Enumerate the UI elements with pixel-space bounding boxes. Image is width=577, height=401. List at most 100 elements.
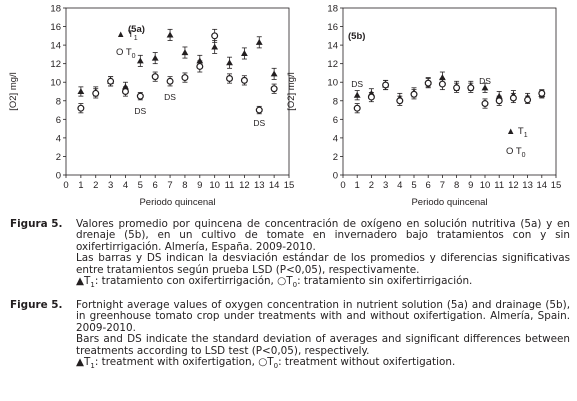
data-point-circle [367,93,375,101]
panel-label: (5a) [128,24,145,35]
data-point-triangle [196,57,204,64]
data-point-circle [438,80,446,88]
x-tick-label: 13 [522,180,533,191]
plot-frame [342,7,557,176]
y-axis-label: [O2] mg/l [8,72,19,111]
y-tick-label: 18 [327,4,338,15]
data-point-triangle [495,92,503,99]
data-point-circle [181,74,189,82]
y-tick-label: 14 [50,41,61,52]
data-point-circle [151,73,159,81]
y-tick-label: 4 [56,133,61,144]
data-point-circle [211,32,219,40]
data-point-circle [538,89,546,97]
x-tick-label: 11 [225,180,235,191]
x-tick-label: 9 [197,180,202,191]
x-tick-label: 8 [182,180,187,191]
x-tick-label: 4 [397,180,402,191]
y-tick-label: 16 [50,22,61,33]
data-point-circle [107,77,115,85]
caption-es-legend: ▲T1: tratamiento con oxifertirrigación, … [76,275,473,290]
data-point-triangle [270,70,278,77]
x-tick-label: 7 [440,180,445,191]
x-tick-label: 6 [153,180,158,191]
y-tick-label: 2 [56,152,61,163]
data-point-circle [196,62,204,70]
y-tick-label: 8 [333,96,338,107]
x-tick-label: 3 [383,180,388,191]
x-tick-label: 14 [537,180,548,191]
ds-annotation: DS [479,76,491,86]
x-tick-label: 3 [108,180,113,191]
y-tick-label: 16 [327,22,338,33]
legend: ▲ T1 O T0 [506,126,528,159]
ds-annotation: DS [351,79,363,89]
y-tick-label: 2 [333,152,338,163]
series-circle [77,28,278,115]
data-point-circle [353,104,361,112]
panel-label: (5b) [348,31,365,42]
y-tick-label: 10 [327,78,338,89]
caption-es-t1-symbol: ▲T [76,275,91,288]
x-tick-label: 2 [369,180,374,191]
legend-entry: O T0 [506,146,526,159]
ds-annotation: DS [253,118,265,128]
y-tick-label: 18 [50,4,61,15]
data-point-circle [396,97,404,105]
x-tick-label: 1 [78,180,83,191]
y-tick-label: 0 [56,171,61,182]
data-point-circle [453,84,461,92]
y-tick-label: 4 [333,133,338,144]
data-point-circle [270,85,278,93]
data-point-triangle [226,59,233,66]
x-tick-label: 13 [254,180,265,191]
caption-en-t0-symbol: ○T [258,356,274,369]
caption-en-legend: ▲T1: treatment with oxifertigation, ○T0:… [76,356,456,371]
series-circle [353,78,546,114]
series-triangle [77,28,278,97]
x-tick-label: 0 [340,180,345,191]
caption-en: Figure 5. Fortnight average values of ox… [10,299,570,396]
data-point-circle [92,89,100,97]
x-tick-label: 11 [494,180,504,191]
data-point-circle [166,77,174,85]
x-tick-label: 5 [138,180,143,191]
data-point-triangle [481,84,489,91]
x-tick-label: 6 [426,180,431,191]
y-tick-label: 12 [327,59,338,70]
y-tick-label: 6 [333,115,338,126]
x-tick-label: 2 [93,180,98,191]
caption-es: Figura 5. Valores promedio por quincena … [10,218,570,299]
data-point-triangle [353,91,361,98]
data-point-circle [481,100,489,108]
data-point-circle [136,92,144,100]
data-point-triangle [241,50,248,57]
caption-en-p2: Bars and DS indicate the standard deviat… [76,333,570,357]
y-tick-label: 14 [327,41,338,52]
caption-es-p2: Las barras y DS indican la desviación es… [76,252,570,276]
data-point-triangle [166,31,174,38]
x-tick-label: 10 [480,180,491,191]
data-point-triangle [255,38,263,45]
x-tick-label: 10 [209,180,220,191]
caption-en-p1: Fortnight average values of oxygen conce… [76,299,570,334]
data-point-triangle [77,88,85,95]
x-tick-label: 1 [355,180,360,191]
data-point-circle [467,84,475,92]
y-tick-label: 8 [56,96,61,107]
data-point-circle [255,106,263,114]
data-point-circle [77,104,85,112]
data-point-circle [524,96,532,104]
ds-annotation: DS [164,92,176,102]
data-point-triangle [181,49,189,56]
legend-entry: O T0 [116,47,136,60]
x-tick-label: 0 [63,180,68,191]
data-point-triangle [211,43,219,50]
y-tick-label: 10 [50,78,61,89]
data-point-circle [410,90,418,98]
data-point-circle [121,87,129,95]
ds-annotation: DS [134,106,146,116]
data-point-circle [240,76,248,84]
